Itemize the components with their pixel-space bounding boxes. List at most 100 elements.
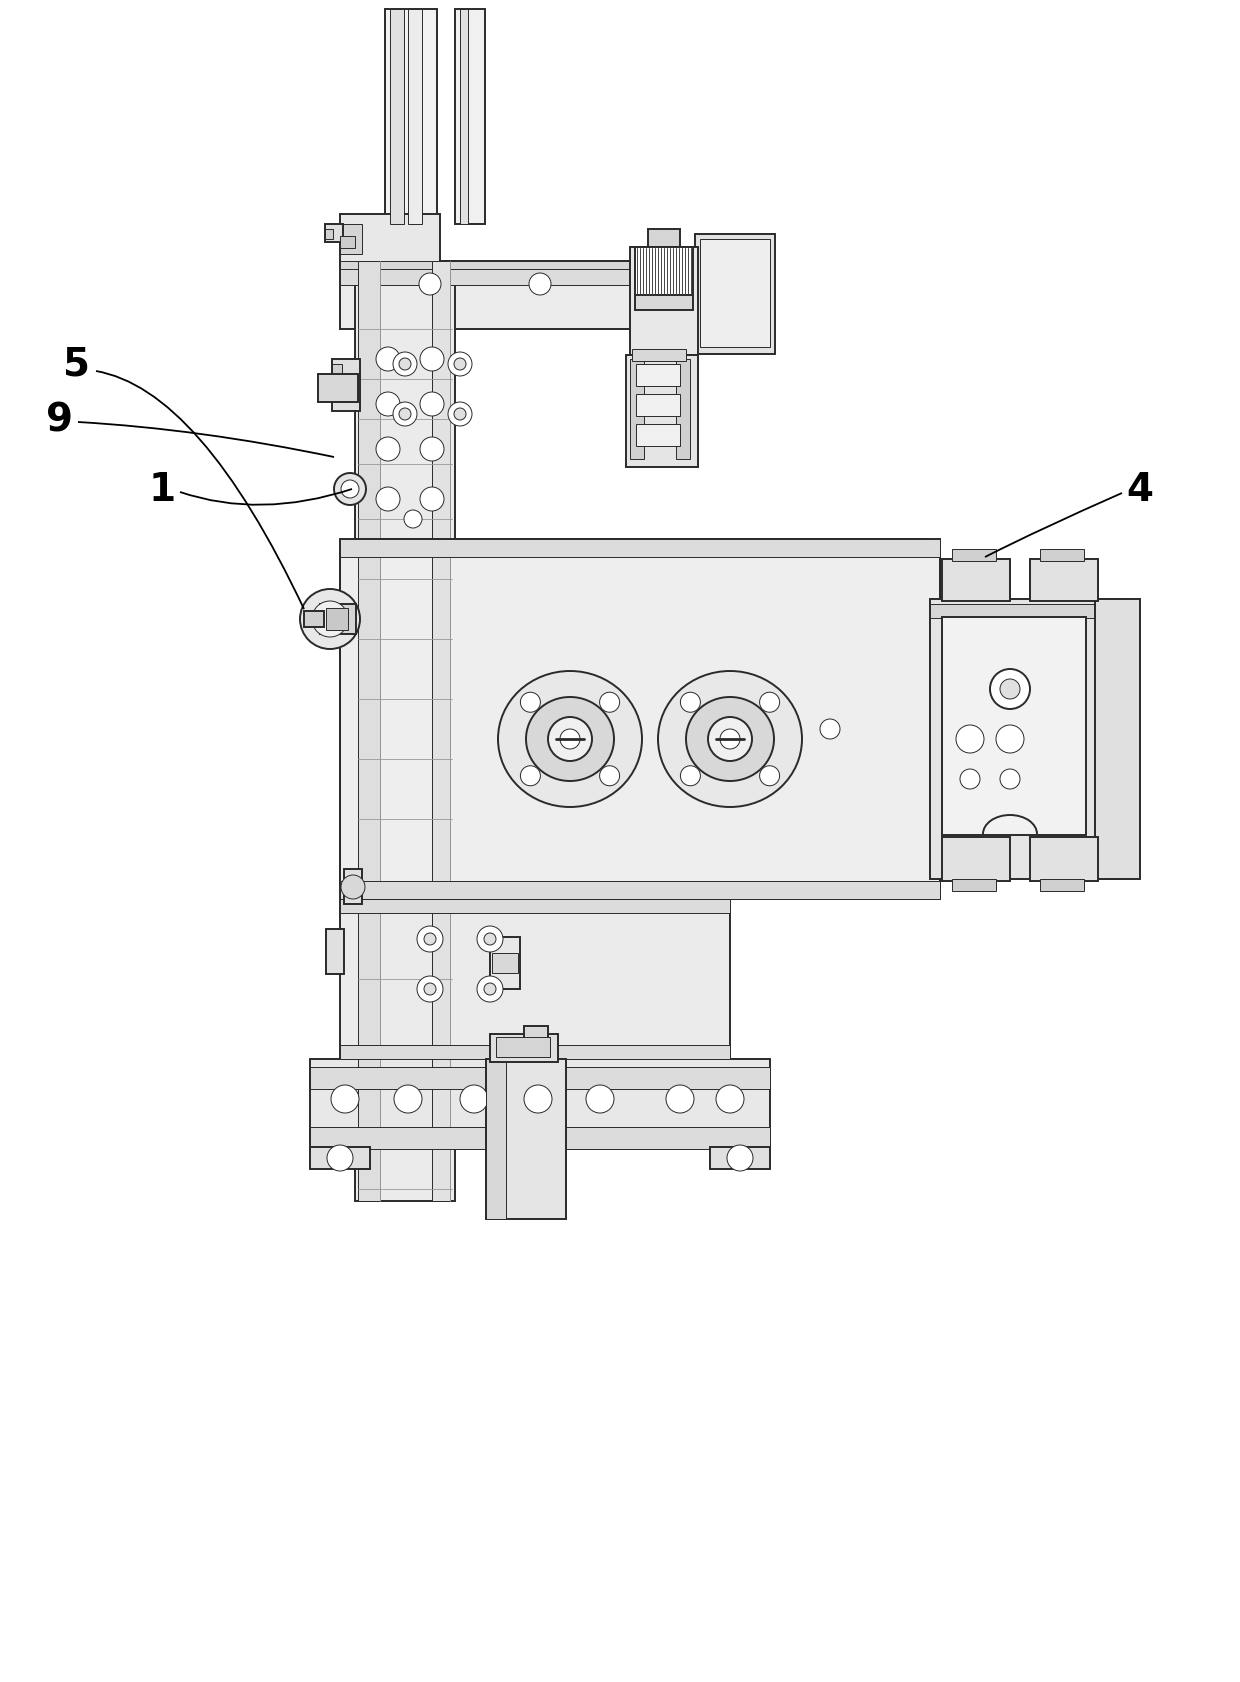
Bar <box>486 1060 565 1219</box>
Bar <box>942 560 1011 602</box>
Circle shape <box>600 693 620 713</box>
Bar <box>649 230 680 247</box>
Bar <box>340 900 730 913</box>
Circle shape <box>720 730 740 750</box>
Circle shape <box>448 402 472 427</box>
Bar <box>952 880 996 891</box>
Circle shape <box>376 488 401 511</box>
Bar <box>942 617 1086 836</box>
Bar <box>340 262 740 269</box>
Circle shape <box>956 725 985 754</box>
Bar <box>626 357 698 468</box>
Circle shape <box>417 927 443 952</box>
Bar <box>332 365 342 380</box>
Bar <box>525 1026 548 1041</box>
Bar <box>332 360 360 412</box>
Circle shape <box>448 353 472 377</box>
Bar <box>636 365 680 387</box>
Circle shape <box>376 348 401 372</box>
Bar <box>942 838 1011 881</box>
Circle shape <box>300 590 360 649</box>
Bar <box>340 262 740 330</box>
Bar <box>340 237 355 249</box>
Bar <box>1030 838 1097 881</box>
Circle shape <box>681 693 701 713</box>
Bar <box>1040 880 1084 891</box>
Circle shape <box>331 1085 360 1113</box>
Bar <box>711 1147 770 1169</box>
Bar <box>326 930 343 974</box>
Circle shape <box>341 481 360 498</box>
Circle shape <box>417 977 443 1002</box>
Bar <box>630 247 698 357</box>
Circle shape <box>990 669 1030 710</box>
Bar <box>496 1038 551 1058</box>
Bar <box>340 267 740 286</box>
Circle shape <box>999 680 1021 700</box>
Bar <box>630 360 644 459</box>
Circle shape <box>420 488 444 511</box>
Circle shape <box>484 984 496 996</box>
Circle shape <box>477 927 503 952</box>
Bar <box>340 540 940 558</box>
Circle shape <box>560 730 580 750</box>
Circle shape <box>419 274 441 296</box>
Bar <box>636 426 680 447</box>
Circle shape <box>399 358 410 370</box>
Circle shape <box>484 934 496 945</box>
Bar <box>391 10 404 225</box>
Bar <box>343 870 362 905</box>
Circle shape <box>820 720 839 740</box>
Bar <box>432 262 450 1201</box>
Circle shape <box>420 394 444 417</box>
Bar <box>320 604 356 634</box>
Bar <box>490 1034 558 1063</box>
Bar <box>384 10 436 225</box>
Bar <box>486 1060 506 1219</box>
Bar <box>340 900 730 1060</box>
Circle shape <box>393 402 417 427</box>
Circle shape <box>460 1085 489 1113</box>
Bar <box>325 225 343 242</box>
Circle shape <box>393 353 417 377</box>
Bar <box>310 1127 770 1149</box>
Circle shape <box>529 274 551 296</box>
Bar <box>340 225 362 256</box>
Ellipse shape <box>526 698 614 782</box>
Bar <box>930 604 1120 619</box>
Circle shape <box>960 770 980 789</box>
Bar <box>701 241 770 348</box>
Circle shape <box>521 693 541 713</box>
Bar <box>636 395 680 417</box>
Bar <box>676 360 689 459</box>
Circle shape <box>327 1145 353 1171</box>
Bar <box>632 350 686 362</box>
Text: 4: 4 <box>1126 471 1153 508</box>
Bar <box>490 937 520 989</box>
Circle shape <box>312 602 348 637</box>
Bar <box>340 540 940 900</box>
Bar <box>1030 560 1097 602</box>
Circle shape <box>454 358 466 370</box>
Circle shape <box>477 977 503 1002</box>
Bar <box>358 262 379 1201</box>
Circle shape <box>376 437 401 463</box>
Bar <box>930 600 1120 880</box>
Circle shape <box>334 474 366 506</box>
Circle shape <box>376 394 401 417</box>
Circle shape <box>420 348 444 372</box>
Ellipse shape <box>498 671 642 807</box>
Circle shape <box>424 984 436 996</box>
Circle shape <box>760 693 780 713</box>
Bar <box>492 954 518 974</box>
Bar <box>635 296 693 311</box>
Text: 1: 1 <box>149 471 176 508</box>
Circle shape <box>521 767 541 785</box>
Circle shape <box>587 1085 614 1113</box>
Bar <box>326 609 348 631</box>
Bar <box>340 215 440 264</box>
Bar <box>1095 600 1140 880</box>
Bar <box>340 1046 730 1060</box>
Bar <box>455 10 485 225</box>
Circle shape <box>600 767 620 785</box>
